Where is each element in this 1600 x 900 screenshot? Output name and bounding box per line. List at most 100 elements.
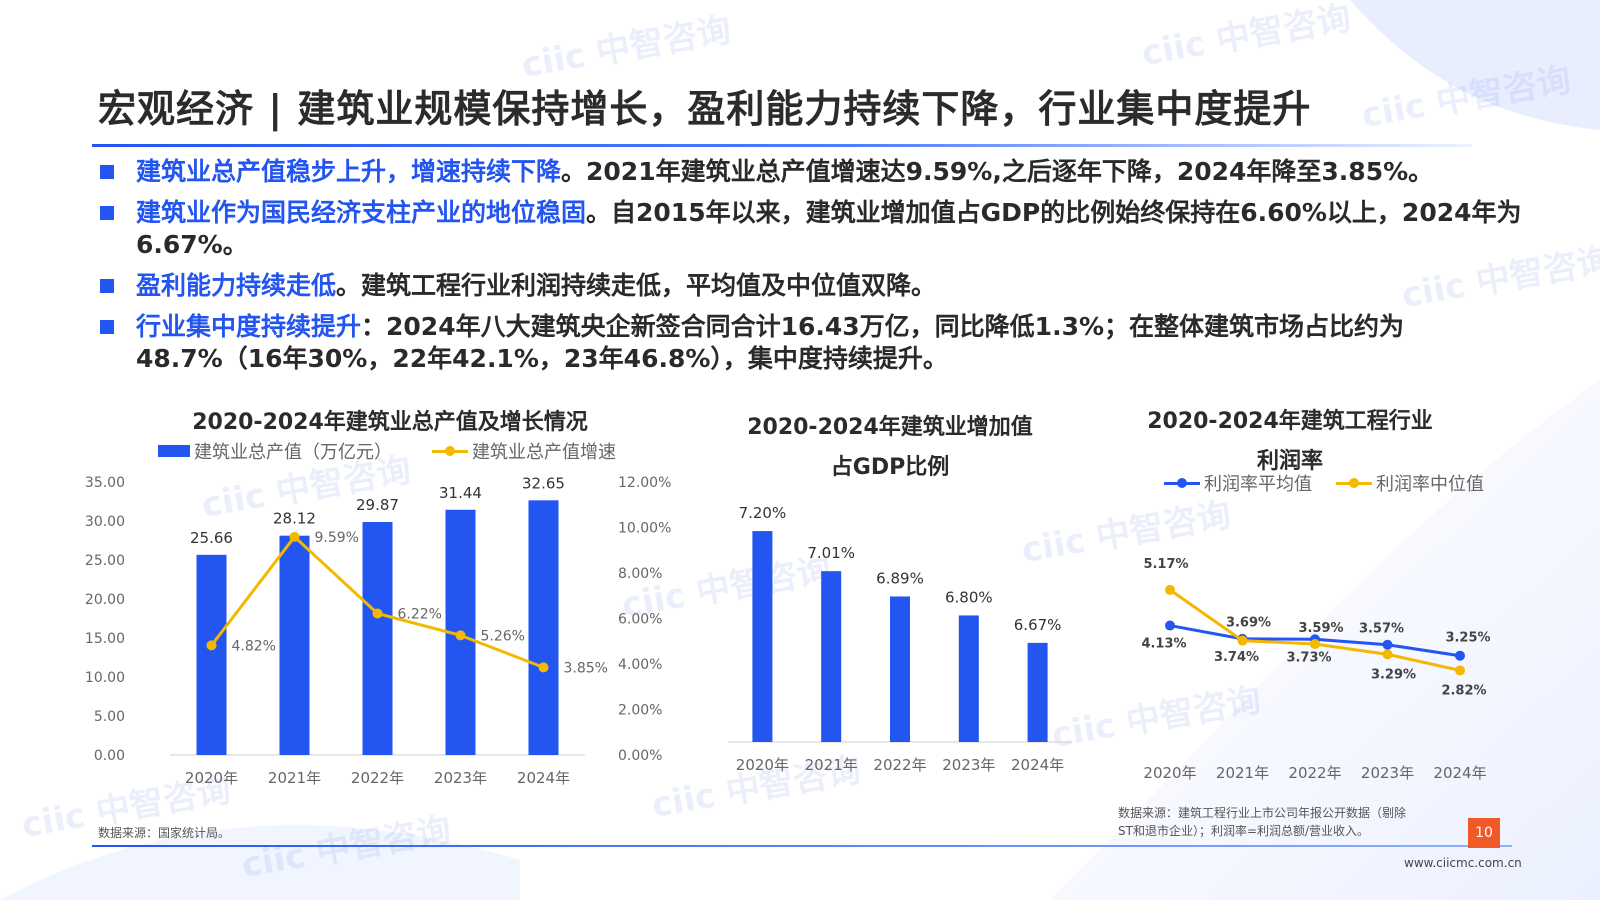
x-tick-label: 2023年 [942, 756, 995, 774]
legend-label: 利润率平均值 [1204, 474, 1312, 495]
page-number: 10 [1468, 818, 1500, 848]
average-value-label: 3.73% [1286, 650, 1331, 665]
growth-value-label: 4.82% [232, 638, 276, 654]
median-point [1382, 649, 1393, 660]
x-tick-label: 2022年 [351, 769, 404, 787]
bullet-text: ：2024年八大建筑央企新签合同合计16.43万亿，同比降低1.3%；在整体建筑… [136, 312, 1405, 373]
average-value-label: 3.25% [1445, 631, 1490, 646]
bullet-square-icon [100, 206, 114, 220]
chart1-title: 2020-2024年建筑业总产值及增长情况 [192, 410, 588, 435]
y-tick-label: 30.00 [85, 514, 125, 530]
bar-value-label: 6.67% [1014, 616, 1062, 634]
y2-tick-label: 2.00% [618, 703, 662, 719]
bar-value-label: 7.20% [739, 504, 787, 522]
bar-value-label: 6.80% [945, 588, 993, 606]
x-tick-label: 2022年 [873, 756, 926, 774]
legend-line-swatch [1336, 477, 1372, 488]
median-point [1310, 639, 1320, 650]
chart3-legend: 利润率平均值 利润率中位值 [1164, 470, 1484, 496]
bar-value-label: 25.66 [190, 529, 233, 547]
legend-item: 建筑业总产值（万亿元） [158, 438, 392, 464]
y-tick-label: 35.00 [85, 475, 125, 491]
bar [196, 554, 227, 755]
x-tick-label: 2020年 [1143, 764, 1196, 782]
y-tick-label: 25.00 [85, 553, 125, 569]
y-tick-label: 5.00 [94, 709, 125, 725]
legend-item: 利润率平均值 [1164, 470, 1312, 496]
bar [752, 531, 773, 742]
legend-item: 利润率中位值 [1336, 470, 1484, 496]
median-value-label: 5.17% [1143, 557, 1188, 572]
bar-value-label: 29.87 [356, 496, 399, 514]
chart1-svg: 0.00 5.00 10.00 15.00 20.00 25.00 30.00 35.00 0.… [85, 474, 671, 787]
bullet-highlight: 盈利能力持续走低 [136, 271, 337, 300]
summary-bullets: 建筑业总产值稳步上升，增速持续下降。2021年建筑业总产值增速达9.59%,之后… [100, 156, 1540, 384]
bar [821, 571, 842, 742]
bullet-text: 。自2015年以来，建筑业增加值占GDP的比例始终保持在6.60%以上，2024… [136, 198, 1522, 259]
average-value-label: 4.13% [1141, 637, 1186, 652]
y2-tick-label: 0.00% [618, 748, 662, 764]
y-tick-label: 10.00 [85, 670, 125, 686]
growth-point [372, 608, 383, 619]
chart1-legend: 建筑业总产值（万亿元） 建筑业总产值增速 [158, 438, 616, 464]
y2-tick-label: 6.00% [618, 612, 662, 628]
chart3-svg: 2020年 2021年 2022年 2023年 2024年 4.13% 3.74% 3.73%… [1141, 557, 1490, 782]
chart2-title-line: 2020-2024年建筑业增加值 [747, 415, 1033, 440]
bullet-item: 行业集中度持续提升：2024年八大建筑央企新签合同合计16.43万亿，同比降低1… [100, 311, 1540, 375]
growth-point [538, 662, 549, 673]
bar-value-label: 6.89% [876, 569, 924, 587]
y-tick-label: 20.00 [85, 592, 125, 608]
y-tick-label: 15.00 [85, 631, 125, 647]
bullet-highlight: 行业集中度持续提升 [136, 312, 362, 341]
bar [958, 615, 979, 742]
legend-label: 利润率中位值 [1376, 474, 1484, 495]
legend-bar-swatch [158, 445, 190, 457]
chart3-title-line: 利润率 [1256, 449, 1323, 474]
x-tick-label: 2023年 [434, 769, 487, 787]
median-point [1237, 635, 1248, 646]
source-line: ST和退市企业）；利润率=利润总额/营业收入。 [1118, 824, 1370, 838]
legend-item: 建筑业总产值增速 [432, 438, 616, 464]
source-note-left: 数据来源：国家统计局。 [98, 826, 231, 840]
median-value-label: 3.29% [1371, 667, 1416, 682]
website-url: www.ciicmc.com.cn [1404, 856, 1522, 870]
growth-value-label: 9.59% [315, 530, 359, 546]
x-tick-label: 2022年 [1288, 764, 1341, 782]
chart2-svg: 7.20% 2020年 7.01% 2021年 6.89% 2022年 6.80% 2023年… [728, 504, 1072, 774]
bullet-text: 。2021年建筑业总产值增速达9.59%,之后逐年下降，2024年降至3.85%… [561, 157, 1434, 186]
growth-value-label: 3.85% [564, 660, 608, 676]
bullet-square-icon [100, 165, 114, 179]
median-value-label: 2.82% [1441, 683, 1486, 698]
y-tick-label: 0.00 [94, 748, 125, 764]
x-tick-label: 2023年 [1361, 764, 1414, 782]
title-underline [92, 144, 1472, 147]
average-point [1382, 639, 1393, 650]
x-tick-label: 2021年 [805, 756, 858, 774]
median-value-label: 3.69% [1226, 616, 1271, 631]
x-tick-label: 2024年 [517, 769, 570, 787]
bullet-highlight: 建筑业作为国民经济支柱产业的地位稳固 [136, 198, 587, 227]
bullet-highlight: 建筑业总产值稳步上升，增速持续下降 [136, 157, 562, 186]
bullet-square-icon [100, 279, 114, 293]
x-tick-label: 2024年 [1433, 764, 1486, 782]
footer-rule [92, 845, 1512, 847]
bar [1027, 642, 1048, 742]
bullet-item: 建筑业作为国民经济支柱产业的地位稳固。自2015年以来，建筑业增加值占GDP的比… [100, 197, 1540, 261]
y2-tick-label: 10.00% [618, 521, 671, 537]
bar-value-label: 31.44 [439, 484, 482, 502]
source-note-right: 数据来源：建筑工程行业上市公司年报公开数据（剔除 ST和退市企业）；利润率=利润… [1118, 804, 1406, 840]
bar [890, 596, 910, 742]
bullet-item: 建筑业总产值稳步上升，增速持续下降。2021年建筑业总产值增速达9.59%,之后… [100, 156, 1540, 188]
growth-point [289, 531, 300, 542]
median-value-label: 3.59% [1298, 621, 1343, 636]
growth-value-label: 5.26% [481, 628, 525, 644]
bar-value-label: 28.12 [273, 510, 316, 528]
average-value-label: 3.57% [1359, 622, 1404, 637]
x-tick-label: 2021年 [1216, 764, 1269, 782]
median-point [1165, 584, 1175, 595]
y2-tick-label: 12.00% [618, 475, 671, 491]
average-point [1455, 650, 1465, 661]
source-line: 数据来源：建筑工程行业上市公司年报公开数据（剔除 [1118, 806, 1407, 820]
legend-label: 建筑业总产值增速 [472, 442, 616, 463]
x-tick-label: 2021年 [268, 769, 321, 787]
